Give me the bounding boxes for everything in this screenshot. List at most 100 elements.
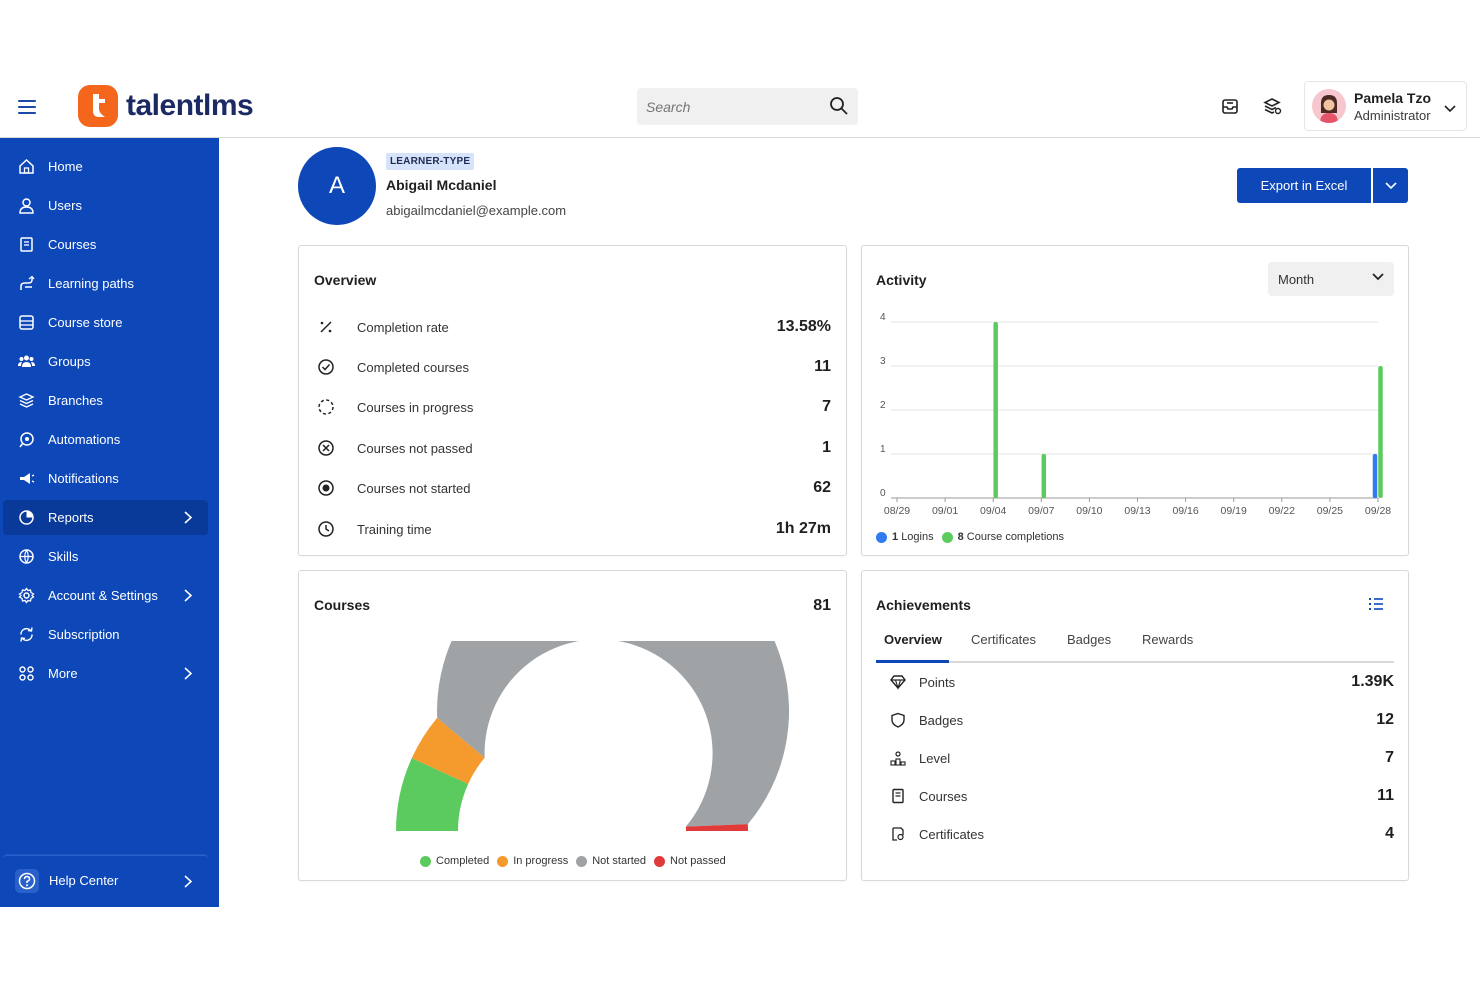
level-icon bbox=[890, 751, 906, 766]
legend-item-logins[interactable]: 1 Logins bbox=[876, 531, 934, 543]
shield-icon bbox=[891, 712, 905, 728]
sidebar-item-automations[interactable]: Automations bbox=[3, 422, 208, 457]
sidebar-item-subscription[interactable]: Subscription bbox=[3, 617, 208, 652]
list-view-icon[interactable] bbox=[1368, 596, 1384, 617]
top-header: talentlms Pamela Tzo Administrator bbox=[0, 76, 1480, 138]
gauge-segment-completed[interactable] bbox=[396, 758, 469, 831]
user-avatar bbox=[1312, 89, 1346, 123]
achievement-row: Courses 11 bbox=[890, 785, 1394, 807]
user-name: Pamela Tzo bbox=[1354, 89, 1432, 106]
x-tick-label: 09/07 bbox=[1028, 505, 1054, 517]
courses-legend: Completed In progress Not started Not pa… bbox=[420, 855, 734, 867]
legend-item-in-progress[interactable]: In progress bbox=[497, 855, 568, 867]
sidebar-item-reports[interactable]: Reports bbox=[3, 500, 208, 535]
app-logo[interactable]: talentlms bbox=[78, 84, 254, 128]
achievement-row: Badges 12 bbox=[890, 709, 1394, 731]
sidebar-item-notifications[interactable]: Notifications bbox=[3, 461, 208, 496]
legend-item-course-completions[interactable]: 8 Course completions bbox=[941, 531, 1064, 543]
user-role: Administrator bbox=[1354, 107, 1431, 123]
legend-item-completed[interactable]: Completed bbox=[420, 855, 489, 867]
x-tick-label: 09/19 bbox=[1221, 505, 1247, 517]
subscription-icon bbox=[20, 627, 33, 642]
achievements-title: Achievements bbox=[876, 597, 971, 613]
period-select[interactable]: Month bbox=[1268, 262, 1394, 296]
group-icon bbox=[18, 355, 35, 367]
tab-rewards[interactable]: Rewards bbox=[1142, 632, 1194, 647]
profile-avatar: A bbox=[298, 147, 376, 225]
automation-icon bbox=[19, 432, 34, 448]
messages-icon[interactable] bbox=[1220, 96, 1240, 116]
period-select-value: Month bbox=[1278, 271, 1315, 287]
x-tick-label: 09/04 bbox=[980, 505, 1006, 517]
achievement-row: Certificates 4 bbox=[890, 823, 1394, 845]
chevron-down-icon bbox=[1372, 273, 1384, 281]
bar-course-completions[interactable] bbox=[1041, 454, 1047, 498]
tab-certificates[interactable]: Certificates bbox=[971, 632, 1037, 647]
legend-item-not-passed[interactable]: Not passed bbox=[654, 855, 726, 867]
gear-icon bbox=[18, 587, 35, 604]
sidebar-item-courses[interactable]: Courses bbox=[3, 227, 208, 262]
achievement-row: Level 7 bbox=[890, 747, 1394, 769]
overview-title: Overview bbox=[314, 272, 377, 288]
gauge-segment-in-progress[interactable] bbox=[411, 717, 485, 784]
bar-course-completions[interactable] bbox=[993, 322, 998, 498]
courses-gauge-chart bbox=[396, 641, 790, 831]
activity-legend: 1 Logins 8 Course completions bbox=[876, 531, 1072, 543]
search-icon[interactable] bbox=[829, 96, 849, 121]
home-icon bbox=[19, 158, 34, 174]
grid-icon bbox=[19, 666, 34, 681]
active-tab-indicator bbox=[876, 660, 949, 663]
bar-course-completions[interactable] bbox=[1378, 366, 1383, 498]
tab-badges[interactable]: Badges bbox=[1067, 632, 1112, 647]
sidebar: Home Users Courses Learning paths Course… bbox=[0, 138, 219, 907]
search-box bbox=[637, 88, 858, 125]
y-tick-label: 1 bbox=[880, 444, 886, 455]
export-options-dropdown[interactable] bbox=[1373, 168, 1408, 203]
x-tick-label: 09/22 bbox=[1269, 505, 1295, 517]
sidebar-item-more[interactable]: More bbox=[3, 656, 208, 691]
role-switch-icon[interactable] bbox=[1262, 96, 1282, 116]
logo-text: talentlms bbox=[126, 89, 254, 122]
book-icon bbox=[892, 788, 904, 804]
x-tick-label: 09/28 bbox=[1365, 505, 1391, 517]
achievements-tabs: Overview Certificates Badges Rewards bbox=[876, 629, 1394, 663]
user-menu[interactable]: Pamela Tzo Administrator bbox=[1304, 81, 1467, 131]
certificate-icon bbox=[892, 827, 904, 841]
diamond-icon bbox=[890, 675, 906, 690]
x-tick-label: 09/01 bbox=[932, 505, 958, 517]
profile-name[interactable]: Abigail Mcdaniel bbox=[386, 177, 497, 193]
user-icon bbox=[19, 198, 34, 214]
legend-dot bbox=[876, 531, 887, 543]
x-tick-label: 09/13 bbox=[1124, 505, 1150, 517]
sidebar-item-home[interactable]: Home bbox=[3, 149, 208, 184]
help-center-button[interactable]: Help Center bbox=[3, 855, 208, 905]
logo-mark bbox=[78, 85, 118, 127]
sidebar-item-groups[interactable]: Groups bbox=[3, 344, 208, 379]
x-circle-icon bbox=[318, 440, 334, 456]
chevron-right-icon bbox=[184, 667, 192, 680]
sidebar-item-users[interactable]: Users bbox=[3, 188, 208, 223]
export-excel-button[interactable]: Export in Excel bbox=[1237, 168, 1371, 203]
sidebar-item-learning-paths[interactable]: Learning paths bbox=[3, 266, 208, 301]
courses-card: Courses 81 Completed In progress Not sta… bbox=[298, 570, 847, 881]
hamburger-menu-icon[interactable] bbox=[18, 96, 36, 116]
sidebar-item-account-settings[interactable]: Account & Settings bbox=[3, 578, 208, 613]
sidebar-item-skills[interactable]: Skills bbox=[3, 539, 208, 574]
gauge-segment-not-started[interactable] bbox=[437, 641, 790, 827]
bar-logins[interactable] bbox=[1372, 454, 1378, 498]
achievement-row: Points 1.39K bbox=[890, 671, 1394, 693]
search-input[interactable] bbox=[637, 98, 817, 115]
tab-overview[interactable]: Overview bbox=[884, 632, 942, 647]
gauge-segment-not-passed[interactable] bbox=[685, 824, 748, 831]
skills-icon bbox=[19, 549, 34, 564]
book-icon bbox=[20, 237, 33, 252]
check-circle-icon bbox=[318, 359, 334, 375]
sidebar-item-branches[interactable]: Branches bbox=[3, 383, 208, 418]
sidebar-item-course-store[interactable]: Course store bbox=[3, 305, 208, 340]
activity-chart: 0 1 2 3 4 08/29 09/01 09/04 09/07 09/10 09/13 09/16… bbox=[880, 312, 1391, 517]
chevron-down-icon bbox=[1384, 181, 1397, 189]
legend-item-not-started[interactable]: Not started bbox=[576, 855, 646, 867]
activity-title: Activity bbox=[876, 272, 927, 288]
megaphone-icon bbox=[20, 473, 35, 484]
clock-icon bbox=[318, 521, 334, 537]
